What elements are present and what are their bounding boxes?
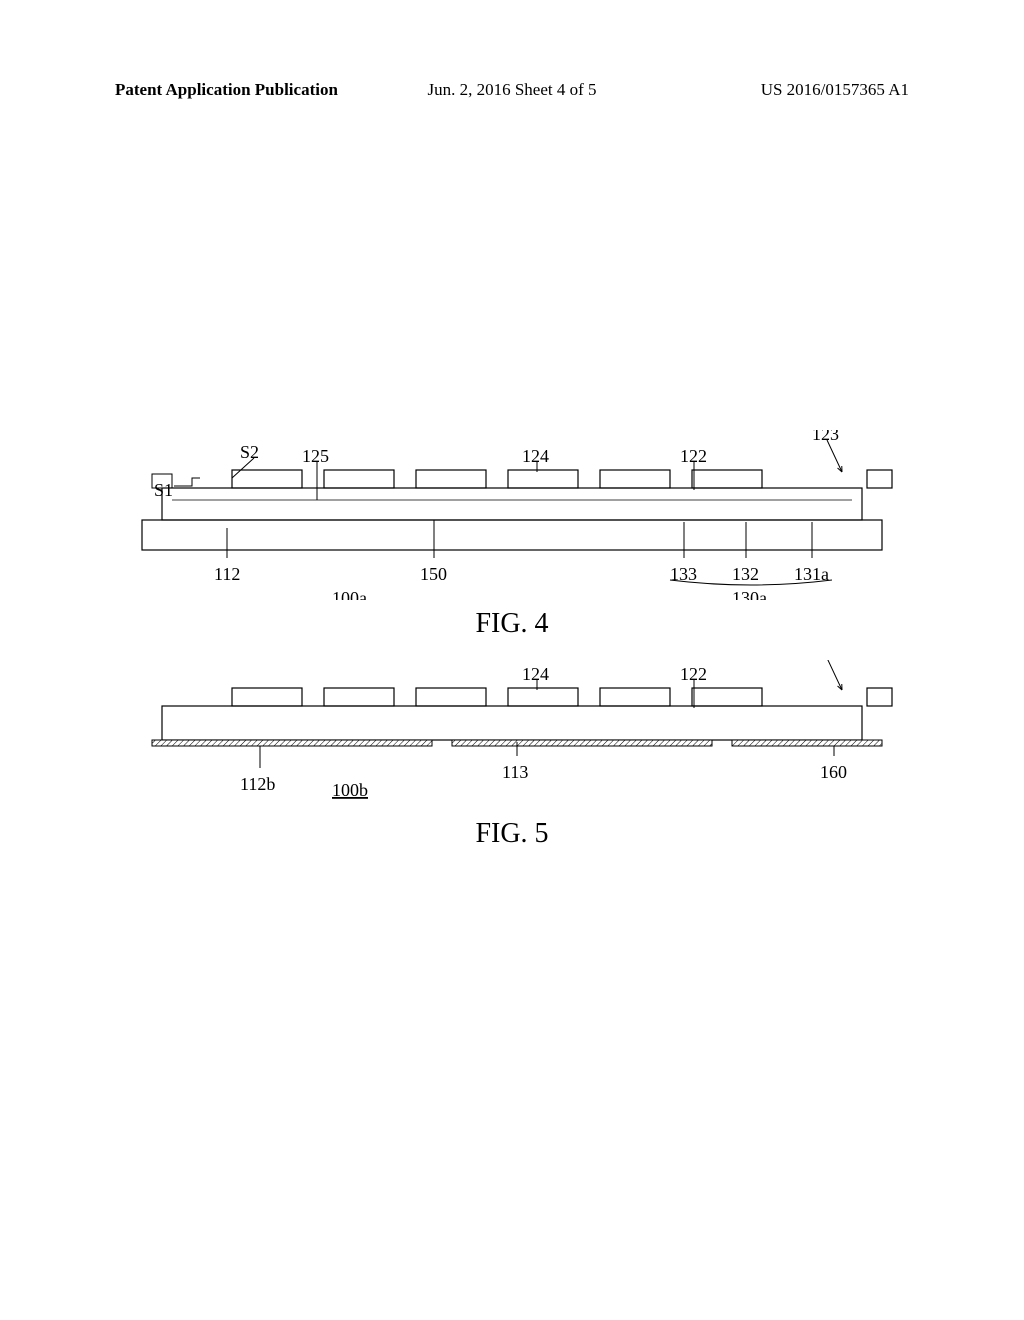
figure-4: S2S1125124122123112150133132131a100a130a… [0,430,1024,630]
svg-text:123: 123 [812,430,839,444]
svg-text:133: 133 [670,564,697,584]
svg-text:132: 132 [732,564,759,584]
svg-text:130a: 130a [732,588,767,600]
svg-text:160: 160 [820,762,847,782]
svg-text:100a: 100a [332,588,367,600]
figure-4-drawing: S2S1125124122123112150133132131a100a130a [122,430,902,600]
svg-text:150: 150 [420,564,447,584]
svg-text:124: 124 [522,446,549,466]
svg-text:125: 125 [302,446,329,466]
svg-text:100b: 100b [332,780,368,800]
svg-text:122: 122 [680,446,707,466]
svg-text:112b: 112b [240,774,275,794]
svg-text:113: 113 [502,762,528,782]
figure-5-caption: FIG. 5 [0,818,1024,850]
header-left: Patent Application Publication [115,80,338,100]
figure-4-caption: FIG. 4 [0,608,1024,640]
svg-text:S1: S1 [154,480,173,500]
svg-text:123: 123 [812,660,839,662]
svg-text:124: 124 [522,664,549,684]
svg-text:122: 122 [680,664,707,684]
figure-5: 124122123112b113160100b FIG. 5 [0,660,1024,840]
svg-text:S2: S2 [240,442,259,462]
header-center: Jun. 2, 2016 Sheet 4 of 5 [427,80,596,100]
svg-text:112: 112 [214,564,240,584]
header-right: US 2016/0157365 A1 [761,80,909,100]
figure-5-drawing: 124 122 123 112b 113 160 100b [122,660,902,810]
